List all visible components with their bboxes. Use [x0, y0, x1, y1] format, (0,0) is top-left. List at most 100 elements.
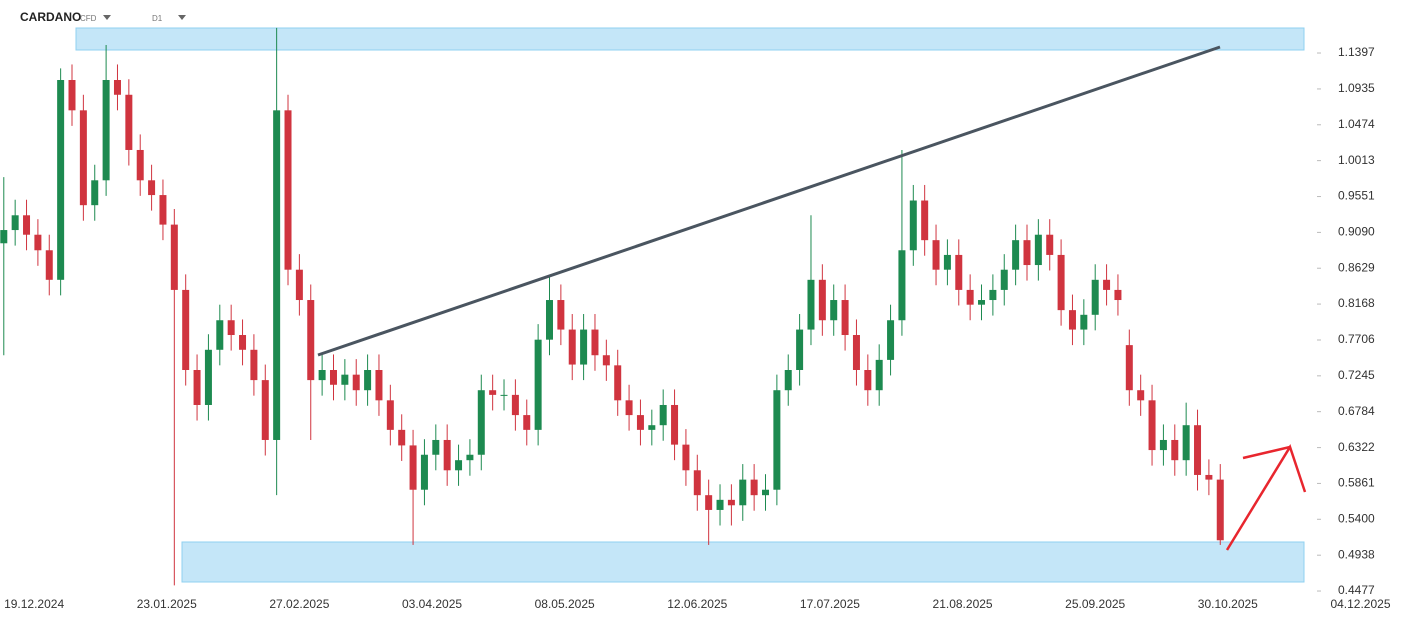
- candle-body: [909, 200, 917, 251]
- candle-body: [1125, 345, 1133, 391]
- candle-body: [523, 415, 531, 430]
- candle-body: [432, 439, 440, 455]
- candle-body: [1194, 425, 1202, 475]
- candle-body: [989, 289, 997, 301]
- candle-body: [398, 429, 406, 446]
- candle-body: [329, 369, 337, 385]
- candle-body: [45, 250, 53, 280]
- resistance-zone: [75, 27, 1305, 51]
- x-tick-label: 21.08.2025: [933, 597, 993, 611]
- y-tick-label: 0.5861: [1338, 476, 1375, 490]
- candle-body: [216, 320, 224, 350]
- candle-body: [125, 94, 133, 150]
- candle-body: [1023, 240, 1031, 266]
- candle-body: [1068, 310, 1076, 330]
- candle-body: [227, 320, 235, 336]
- candle-body: [420, 454, 428, 490]
- candle-body: [239, 335, 247, 350]
- candle-body: [11, 215, 19, 231]
- candle-body: [375, 369, 383, 401]
- x-tick-label: 12.06.2025: [667, 597, 727, 611]
- y-tick-label: 0.8629: [1338, 260, 1375, 274]
- y-tick-label: 1.1397: [1338, 45, 1375, 59]
- support-zone: [181, 541, 1305, 583]
- candle-body: [204, 349, 212, 405]
- candle-body: [295, 269, 303, 301]
- timeframe[interactable]: D1: [152, 14, 163, 23]
- x-tick-label: 25.09.2025: [1065, 597, 1125, 611]
- candle-body: [955, 254, 963, 290]
- y-tick-label: 1.0474: [1338, 117, 1375, 131]
- candle-body: [341, 374, 349, 385]
- candle-body: [102, 80, 110, 181]
- candle-body: [1057, 254, 1065, 311]
- instrument-type: CFD: [80, 14, 97, 23]
- candle-body: [250, 349, 258, 381]
- candle-body: [1137, 390, 1145, 401]
- candle-body: [932, 240, 940, 270]
- candle-body: [807, 279, 815, 330]
- candle-body: [182, 289, 190, 370]
- x-tick-label: 19.12.2024: [4, 597, 64, 611]
- candle-body: [841, 300, 849, 336]
- candle-body: [159, 195, 167, 225]
- candle-body: [1182, 425, 1190, 461]
- candle-body: [1080, 314, 1088, 330]
- y-tick-label: 0.5400: [1338, 511, 1375, 525]
- candle-body: [455, 460, 463, 471]
- candle-body: [477, 390, 485, 455]
- instrument-name[interactable]: CARDANO: [20, 10, 81, 24]
- candle-body: [762, 489, 770, 496]
- candle-body: [818, 279, 826, 321]
- y-tick-label: 0.8168: [1338, 296, 1375, 310]
- candle-body: [193, 369, 201, 405]
- candle-body: [148, 180, 156, 196]
- candle-body: [682, 444, 690, 471]
- x-tick-label: 30.10.2025: [1198, 597, 1258, 611]
- x-tick-label: 03.04.2025: [402, 597, 462, 611]
- candle-body: [557, 300, 565, 330]
- y-tick-label: 0.4938: [1338, 547, 1375, 561]
- y-tick-label: 1.0013: [1338, 153, 1375, 167]
- dropdown-arrow[interactable]: [103, 15, 111, 20]
- candle-body: [1000, 269, 1008, 290]
- dropdown-arrow[interactable]: [178, 15, 186, 20]
- trend-line: [317, 45, 1221, 357]
- candle-body: [1012, 240, 1020, 270]
- y-tick-label: 1.0935: [1338, 81, 1375, 95]
- candle-body: [943, 254, 951, 270]
- candle-body: [307, 300, 315, 381]
- candle-body: [136, 149, 144, 181]
- candle-body: [830, 300, 838, 321]
- candle-body: [1205, 474, 1213, 480]
- y-tick-label: 0.6784: [1338, 404, 1375, 418]
- y-tick-label: 0.9090: [1338, 225, 1375, 239]
- candle-body: [1159, 439, 1167, 451]
- candle-body: [636, 415, 644, 430]
- candle-body: [1103, 279, 1111, 290]
- candle-body: [887, 320, 895, 360]
- candle-body: [364, 369, 372, 391]
- candles: [0, 27, 1224, 586]
- candle-body: [489, 390, 497, 395]
- candle-body: [318, 369, 326, 381]
- candle-body: [57, 80, 65, 280]
- candle-body: [466, 454, 474, 461]
- candle-body: [568, 329, 576, 365]
- candle-body: [1114, 289, 1122, 301]
- candle-body: [1171, 439, 1179, 461]
- projection-arrow-head: [1242, 445, 1291, 460]
- candle-body: [727, 499, 735, 506]
- y-tick-label: 0.7245: [1338, 368, 1375, 382]
- candle-body: [921, 200, 929, 241]
- candle-body: [79, 110, 87, 206]
- y-tick-label: 0.9551: [1338, 189, 1375, 203]
- candle-body: [409, 445, 417, 490]
- y-tick-label: 0.6322: [1338, 440, 1375, 454]
- candle-body: [352, 374, 360, 391]
- candle-body: [113, 80, 121, 95]
- x-tick-label: 04.12.2025: [1330, 597, 1390, 611]
- candle-body: [91, 180, 99, 206]
